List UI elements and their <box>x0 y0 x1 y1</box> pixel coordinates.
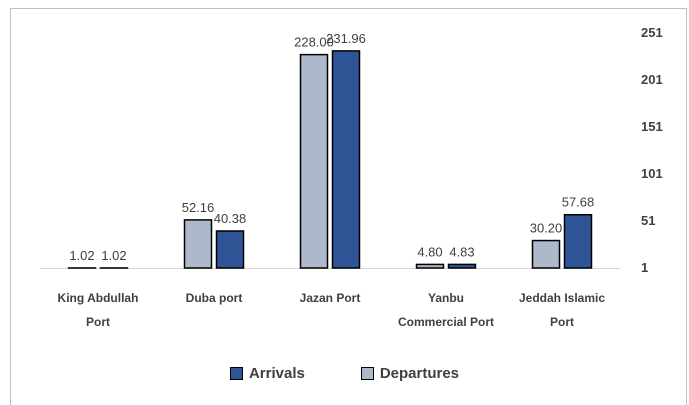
data-label-departures-4: 30.20 <box>530 221 563 236</box>
bar-arrivals-2 <box>331 50 361 269</box>
x-category-label: Port <box>550 315 574 329</box>
legend-swatch-departures <box>360 366 374 380</box>
data-label-departures-3: 4.80 <box>417 244 442 259</box>
x-category-label: King Abdullah <box>58 291 139 305</box>
data-label-arrivals-1: 40.38 <box>214 211 247 226</box>
x-category-label: Commercial Port <box>398 315 494 329</box>
data-label-departures-1: 52.16 <box>182 200 215 215</box>
legend-swatch-arrivals <box>229 366 243 380</box>
y-tick-label: 151 <box>641 119 663 134</box>
x-category-label: Port <box>86 315 110 329</box>
data-label-arrivals-4: 57.68 <box>562 195 595 210</box>
data-label-arrivals-2: 231.96 <box>326 31 366 46</box>
y-tick-label: 51 <box>641 213 655 228</box>
data-label-departures-0: 1.02 <box>69 248 94 263</box>
bar-arrivals-4 <box>563 213 593 269</box>
y-tick-label: 1 <box>641 260 648 275</box>
bar-arrivals-1 <box>215 230 245 269</box>
chart-frame <box>10 8 687 405</box>
data-label-arrivals-3: 4.83 <box>449 244 474 259</box>
x-category-label: Yanbu <box>428 291 464 305</box>
data-label-arrivals-0: 1.02 <box>101 248 126 263</box>
y-tick-label: 101 <box>641 166 663 181</box>
y-tick-label: 201 <box>641 72 663 87</box>
bar-departures-2 <box>299 53 329 269</box>
x-category-label: Jeddah Islamic <box>519 291 605 305</box>
legend-item-arrivals: Arrivals <box>229 364 305 382</box>
y-tick-label: 251 <box>641 25 663 40</box>
bar-arrivals-3 <box>447 263 477 269</box>
data-label-departures-2: 228.00 <box>294 35 334 50</box>
x-category-label: Jazan Port <box>300 291 361 305</box>
bar-departures-3 <box>415 263 445 269</box>
legend-item-departures: Departures <box>360 364 460 382</box>
legend-label-departures: Departures <box>379 364 460 382</box>
bar-departures-1 <box>183 219 213 269</box>
x-category-label: Duba port <box>186 291 243 305</box>
chart-legend: Arrivals Departures <box>0 361 689 385</box>
bar-departures-4 <box>531 239 561 269</box>
legend-label-arrivals: Arrivals <box>248 364 305 382</box>
